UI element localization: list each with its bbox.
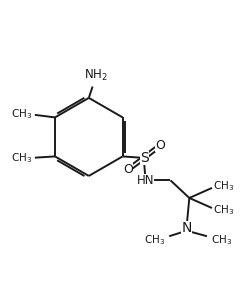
- Text: O: O: [123, 163, 133, 176]
- Text: CH$_3$: CH$_3$: [213, 179, 234, 193]
- Text: CH$_3$: CH$_3$: [213, 203, 234, 217]
- Text: HN: HN: [136, 174, 154, 187]
- Text: S: S: [140, 151, 148, 165]
- Text: CH$_3$: CH$_3$: [11, 151, 32, 164]
- Text: CH$_3$: CH$_3$: [11, 107, 32, 120]
- Text: CH$_3$: CH$_3$: [211, 233, 232, 247]
- Text: N: N: [182, 221, 192, 235]
- Text: O: O: [155, 139, 165, 152]
- Text: CH$_3$: CH$_3$: [144, 233, 165, 247]
- Text: NH$_2$: NH$_2$: [84, 68, 108, 83]
